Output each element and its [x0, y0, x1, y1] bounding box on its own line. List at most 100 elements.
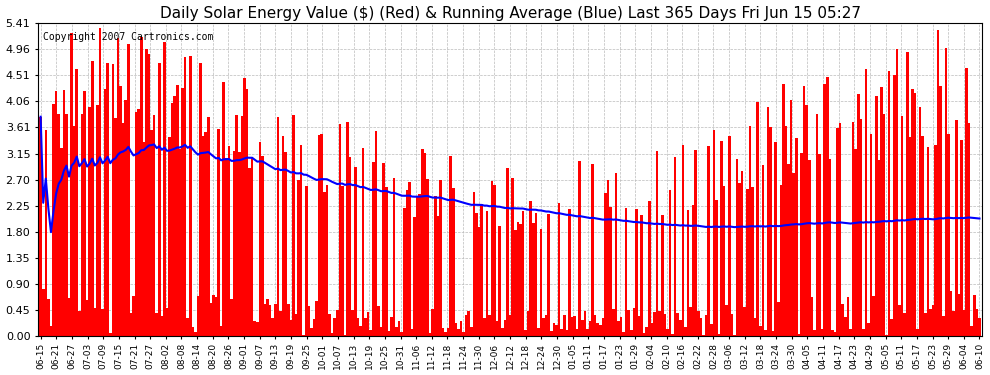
Bar — [339, 124, 342, 336]
Bar — [726, 306, 728, 336]
Bar — [359, 326, 361, 336]
Bar — [414, 217, 416, 336]
Bar — [80, 114, 83, 336]
Bar — [491, 181, 493, 336]
Bar — [165, 308, 168, 336]
Bar — [356, 318, 359, 336]
Bar — [560, 329, 563, 336]
Bar — [663, 314, 666, 336]
Text: Copyright 2007 Cartronics.com: Copyright 2007 Cartronics.com — [43, 33, 213, 42]
Bar — [573, 316, 576, 336]
Bar — [924, 313, 927, 336]
Bar — [517, 222, 519, 336]
Bar — [849, 329, 851, 336]
Bar — [645, 327, 648, 336]
Bar — [457, 329, 459, 336]
Bar — [369, 330, 372, 336]
Bar — [893, 75, 896, 336]
Bar — [512, 178, 514, 336]
Bar — [839, 123, 842, 336]
Bar — [150, 130, 152, 336]
Bar — [692, 205, 694, 336]
Bar — [854, 148, 857, 336]
Bar — [199, 63, 202, 336]
Bar — [753, 318, 756, 336]
Bar — [75, 69, 78, 336]
Bar — [596, 323, 599, 336]
Bar — [282, 136, 284, 336]
Bar — [808, 160, 811, 336]
Bar — [803, 86, 806, 336]
Bar — [708, 146, 710, 336]
Bar — [148, 54, 150, 336]
Bar — [819, 154, 821, 336]
Bar — [73, 126, 75, 336]
Bar — [225, 158, 228, 336]
Bar — [483, 318, 485, 336]
Bar — [718, 334, 721, 336]
Bar — [122, 123, 125, 336]
Bar — [351, 310, 354, 336]
Bar — [734, 335, 736, 336]
Bar — [271, 318, 274, 336]
Bar — [390, 317, 393, 336]
Bar — [689, 307, 692, 336]
Bar — [364, 318, 367, 336]
Bar — [623, 332, 625, 336]
Bar — [694, 150, 697, 336]
Bar — [432, 309, 434, 336]
Bar — [944, 48, 947, 336]
Bar — [253, 321, 256, 336]
Bar — [78, 311, 80, 336]
Bar — [348, 157, 351, 336]
Bar — [837, 128, 839, 336]
Bar — [323, 192, 326, 336]
Bar — [45, 130, 48, 336]
Bar — [300, 145, 302, 336]
Bar — [155, 313, 158, 336]
Bar — [568, 209, 570, 336]
Bar — [40, 117, 42, 336]
Bar — [795, 138, 798, 336]
Bar — [65, 114, 67, 336]
Bar — [772, 331, 774, 336]
Bar — [522, 211, 525, 336]
Bar — [120, 86, 122, 336]
Bar — [617, 321, 620, 336]
Bar — [859, 119, 862, 336]
Bar — [316, 302, 318, 336]
Bar — [746, 189, 748, 336]
Bar — [442, 328, 445, 336]
Bar — [909, 137, 911, 336]
Bar — [91, 62, 93, 336]
Bar — [176, 85, 178, 336]
Bar — [295, 314, 297, 336]
Bar — [764, 330, 766, 336]
Bar — [650, 323, 653, 336]
Bar — [403, 209, 406, 336]
Bar — [377, 306, 380, 336]
Bar — [191, 327, 194, 336]
Bar — [318, 135, 321, 336]
Bar — [171, 104, 173, 336]
Bar — [274, 304, 276, 336]
Bar — [258, 142, 261, 336]
Bar — [160, 316, 163, 336]
Bar — [890, 319, 893, 336]
Bar — [906, 52, 909, 336]
Bar — [960, 140, 962, 336]
Bar — [400, 332, 403, 336]
Bar — [130, 313, 133, 336]
Bar — [785, 126, 787, 336]
Bar — [478, 227, 480, 336]
Bar — [872, 296, 875, 336]
Bar — [782, 84, 785, 336]
Bar — [834, 332, 837, 336]
Bar — [204, 132, 207, 336]
Bar — [901, 116, 904, 336]
Bar — [146, 49, 148, 336]
Bar — [228, 146, 231, 336]
Bar — [305, 186, 308, 336]
Bar — [792, 174, 795, 336]
Bar — [429, 333, 432, 336]
